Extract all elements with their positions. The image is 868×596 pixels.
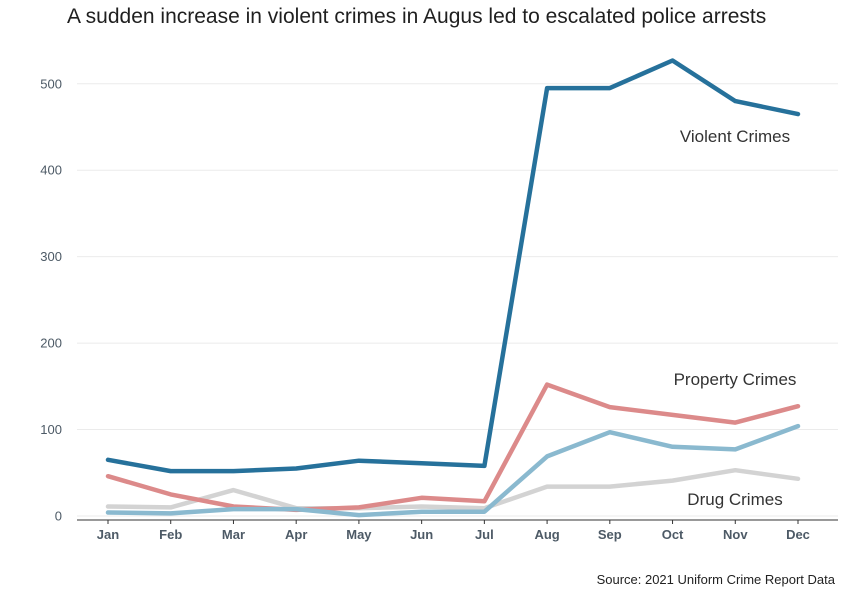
x-tick-label: Jun (410, 527, 433, 542)
source-note: Source: 2021 Uniform Crime Report Data (597, 572, 836, 587)
y-tick-label: 300 (40, 249, 62, 264)
x-tick-label: May (346, 527, 372, 542)
x-tick-label: Dec (786, 527, 810, 542)
x-tick-label: Nov (723, 527, 748, 542)
annotation-label: Drug Crimes (687, 490, 782, 509)
x-tick-label: Jan (97, 527, 119, 542)
y-tick-label: 100 (40, 422, 62, 437)
x-tick-label: Jul (475, 527, 494, 542)
x-tick-label: Sep (598, 527, 622, 542)
series-line-1 (105, 382, 801, 513)
x-tick-label: Aug (534, 527, 559, 542)
x-tick-label: Feb (159, 527, 182, 542)
x-tick-label: Oct (662, 527, 684, 542)
y-tick-label: 200 (40, 336, 62, 351)
chart-title: A sudden increase in violent crimes in A… (67, 5, 766, 28)
series-line-3 (105, 58, 801, 474)
y-tick-label: 0 (55, 509, 62, 524)
y-tick-label: 400 (40, 163, 62, 178)
y-axis-ticks: 0 100 200 300 400 500 (40, 76, 62, 523)
x-axis-ticks: Jan Feb Mar Apr May Jun Jul Aug Sep Oct Nov Dec (97, 520, 810, 542)
gridlines (77, 83, 838, 517)
annotation-label: Property Crimes (674, 370, 797, 389)
annotation-label: Violent Crimes (680, 127, 790, 146)
x-tick-label: Apr (285, 527, 307, 542)
x-tick-label: Mar (222, 527, 245, 542)
series-line-2 (105, 423, 801, 518)
series-annotations: Violent Crimes Property Crimes Drug Crimes (674, 127, 797, 509)
y-tick-label: 500 (40, 76, 62, 91)
series-lines (105, 58, 801, 518)
series-line-0 (105, 467, 801, 511)
